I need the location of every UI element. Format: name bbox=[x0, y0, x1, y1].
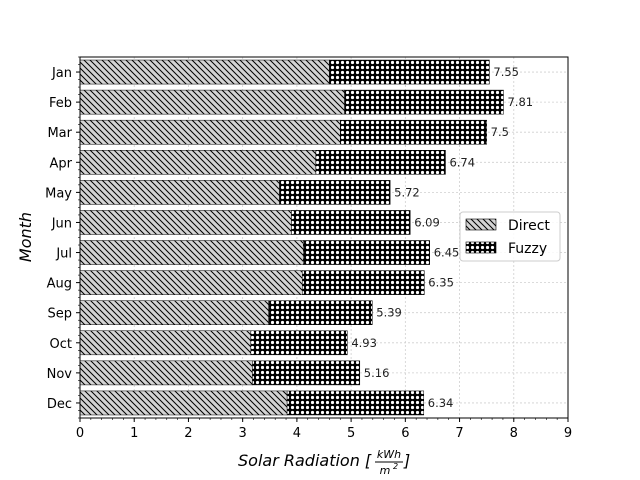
bar-direct-jan bbox=[79, 59, 330, 85]
y-tick-label: Dec bbox=[47, 397, 72, 412]
bar-fuzzy-jun bbox=[291, 210, 411, 235]
bar-fuzzy-may bbox=[279, 180, 391, 205]
x-tick-label: 8 bbox=[510, 426, 518, 441]
bar-fuzzy-aug bbox=[302, 270, 425, 295]
bar-direct-may bbox=[79, 180, 280, 205]
x-tick-label: 4 bbox=[293, 426, 301, 441]
bar-direct-aug bbox=[79, 270, 303, 295]
bar-fuzzy-dec bbox=[286, 390, 425, 416]
y-tick-label: Jun bbox=[51, 216, 72, 231]
bar-direct-feb bbox=[79, 89, 345, 115]
bar-fuzzy-jan bbox=[329, 59, 490, 85]
bar-total-label: 4.93 bbox=[351, 336, 377, 350]
bar-fuzzy-nov bbox=[252, 360, 361, 386]
x-axis-title-main: Solar Radiation [ bbox=[238, 451, 372, 470]
y-tick-label: Jul bbox=[55, 247, 72, 262]
bar-direct-oct bbox=[79, 330, 252, 356]
y-tick-label: Apr bbox=[50, 156, 73, 171]
tick-labels: 0 1 2 3 4 5 6 7 8 9 7.55 Jan 7.81 Feb 7.5 Mar 6.74 Apr 5.7… bbox=[45, 65, 572, 441]
bar-total-label: 7.81 bbox=[507, 95, 533, 109]
x-tick-label: 2 bbox=[184, 426, 192, 441]
ticks bbox=[76, 56, 569, 422]
bar-total-label: 5.72 bbox=[394, 185, 420, 199]
x-axis-title-close: ] bbox=[403, 451, 410, 470]
x-tick-label: 7 bbox=[455, 426, 463, 441]
y-tick-label: Aug bbox=[47, 277, 72, 292]
bars bbox=[79, 59, 504, 416]
legend-swatch-direct bbox=[465, 218, 497, 231]
bar-total-label: 6.35 bbox=[428, 276, 454, 290]
bar-total-label: 7.55 bbox=[493, 65, 519, 79]
bar-total-label: 6.34 bbox=[428, 396, 454, 410]
x-tick-label: 0 bbox=[76, 426, 84, 441]
bar-total-label: 5.39 bbox=[376, 306, 402, 320]
y-tick-label: Sep bbox=[47, 307, 72, 322]
legend-label-direct: Direct bbox=[508, 218, 550, 234]
y-tick-label: Nov bbox=[47, 367, 73, 382]
bar-fuzzy-sep bbox=[268, 300, 373, 325]
y-tick-label: Oct bbox=[50, 337, 72, 352]
bar-direct-jul bbox=[79, 240, 304, 265]
x-tick-label: 5 bbox=[347, 426, 355, 441]
x-axis-title-denominator: m bbox=[380, 464, 391, 477]
y-tick-label: Feb bbox=[49, 96, 72, 111]
bar-fuzzy-apr bbox=[315, 150, 446, 175]
bar-total-label: 6.45 bbox=[434, 246, 460, 260]
bar-fuzzy-mar bbox=[340, 119, 487, 145]
bar-direct-apr bbox=[79, 150, 317, 175]
bar-direct-jun bbox=[79, 210, 292, 235]
bar-direct-dec bbox=[79, 390, 288, 416]
bar-total-label: 6.09 bbox=[414, 215, 440, 229]
bar-direct-nov bbox=[79, 360, 253, 386]
y-axis-title: Month bbox=[16, 212, 35, 262]
bar-direct-sep bbox=[79, 300, 269, 325]
x-axis-title-denominator-exponent: 2 bbox=[393, 462, 398, 471]
x-tick-label: 9 bbox=[564, 426, 572, 441]
x-tick-label: 3 bbox=[239, 426, 247, 441]
y-tick-label: Mar bbox=[47, 126, 72, 141]
bar-total-label: 7.5 bbox=[491, 125, 509, 139]
legend: Direct Fuzzy bbox=[459, 211, 561, 262]
legend-swatch-fuzzy bbox=[465, 241, 497, 254]
legend-label-fuzzy: Fuzzy bbox=[508, 241, 547, 257]
bar-fuzzy-feb bbox=[344, 89, 504, 115]
bar-total-label: 5.16 bbox=[364, 366, 390, 380]
bar-fuzzy-oct bbox=[250, 330, 348, 356]
x-axis-title-numerator: kWh bbox=[377, 448, 401, 461]
bar-direct-mar bbox=[79, 119, 341, 145]
bar-total-label: 6.74 bbox=[449, 155, 475, 169]
x-tick-label: 6 bbox=[401, 426, 409, 441]
bar-fuzzy-jul bbox=[303, 240, 430, 265]
x-tick-label: 1 bbox=[130, 426, 138, 441]
x-axis-title: Solar Radiation [ kWh m 2 ] bbox=[238, 448, 410, 477]
y-tick-label: May bbox=[45, 186, 72, 201]
y-tick-label: Jan bbox=[51, 66, 72, 81]
